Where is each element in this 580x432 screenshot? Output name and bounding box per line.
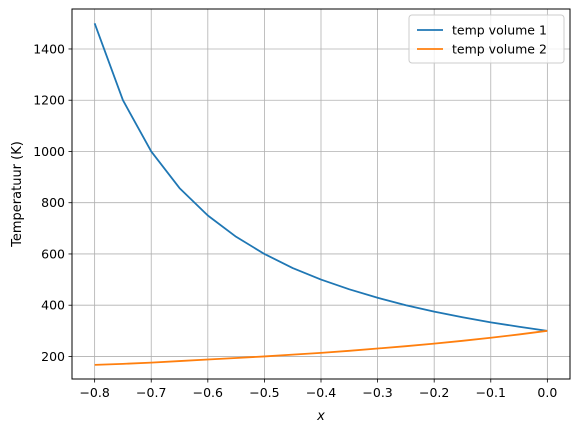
x-tick-label: −0.4 xyxy=(306,385,336,400)
x-tick-label: −0.5 xyxy=(249,385,279,400)
x-axis: −0.8 −0.7 −0.6 −0.5 −0.4 −0.3 −0.2 −0.1 0.0 xyxy=(79,379,557,400)
x-tick-label: −0.1 xyxy=(476,385,506,400)
legend-label-temp-volume-2: temp volume 2 xyxy=(452,42,547,57)
y-tick-label: 1400 xyxy=(33,41,65,56)
y-tick-label: 800 xyxy=(41,195,65,210)
series-line-temp-volume-1 xyxy=(93,23,548,332)
legend-box xyxy=(408,14,565,64)
x-tick-label: −0.3 xyxy=(362,385,392,400)
y-tick-label: 600 xyxy=(41,246,65,261)
x-axis-label: x xyxy=(316,409,325,424)
y-tick-label: 1200 xyxy=(33,93,65,108)
y-tick-label: 200 xyxy=(41,349,65,364)
series-lines xyxy=(93,23,548,366)
grid xyxy=(72,9,570,379)
y-tick-label: 400 xyxy=(41,298,65,313)
series-line-temp-volume-2 xyxy=(94,329,548,366)
x-tick-label: −0.6 xyxy=(193,385,223,400)
legend: temp volume 1 temp volume 2 xyxy=(408,14,565,64)
x-tick-label: −0.8 xyxy=(79,385,109,400)
legend-label-temp-volume-1: temp volume 1 xyxy=(452,23,547,38)
x-tick-label: −0.7 xyxy=(136,385,166,400)
x-tick-label: 0.0 xyxy=(537,385,557,400)
x-tick-label: −0.2 xyxy=(419,385,449,400)
y-axis-label: Temperatuur (K) xyxy=(10,141,25,248)
y-axis: 200 400 600 800 1000 1200 1400 xyxy=(33,41,72,364)
y-tick-label: 1000 xyxy=(33,144,65,159)
